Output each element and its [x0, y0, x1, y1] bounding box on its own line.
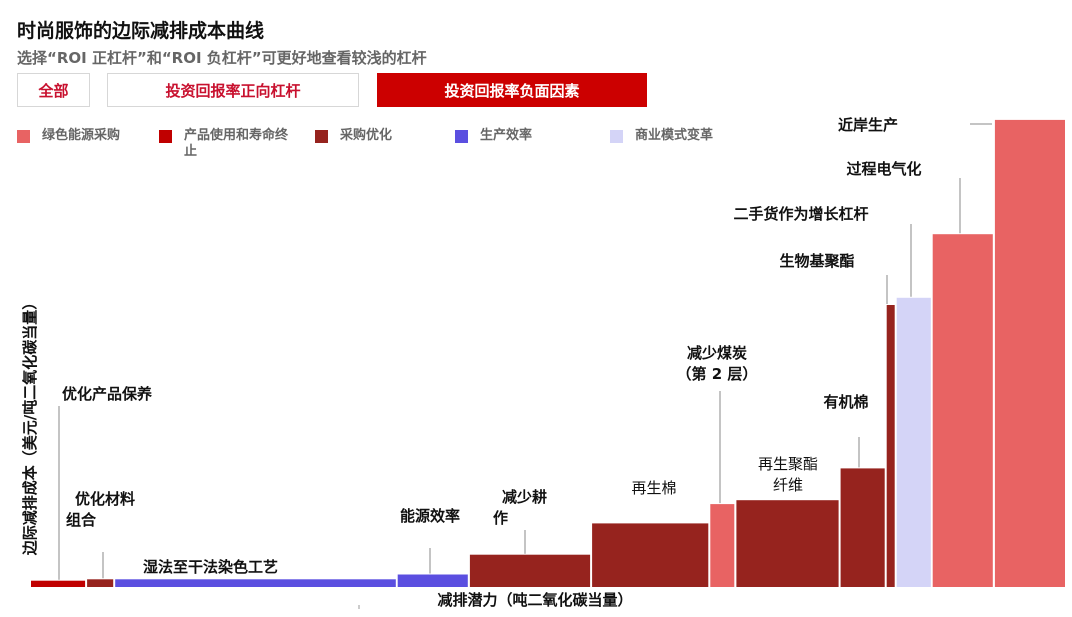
bar-label: 二手货作为增长杠杆 [733, 205, 868, 223]
legend-swatch [455, 130, 468, 143]
bar[interactable] [31, 580, 86, 587]
bar-label: 有机棉 [823, 393, 868, 411]
bar[interactable] [896, 297, 931, 587]
legend-label: 采购优化 [340, 128, 393, 143]
legend-label: 绿色能源采购 [42, 128, 121, 143]
legend-swatch [315, 130, 328, 143]
chart-subtitle: 选择“ROI 正杠杆”和“ROI 负杠杆”可更好地查看较浅的杠杆 [17, 49, 427, 67]
bar[interactable] [886, 305, 895, 587]
bars-group [31, 119, 1065, 588]
legend-item-product-use[interactable]: 产品使用和寿命终止 [159, 128, 299, 160]
bar-label: 生物基聚酯 [779, 252, 854, 270]
bar-label: 近岸生产 [838, 116, 898, 134]
legend-swatch [159, 130, 172, 143]
chart-title: 时尚服饰的边际减排成本曲线 [17, 20, 265, 42]
bar-label: 能源效率 [400, 507, 460, 525]
bar[interactable] [840, 468, 885, 587]
bar[interactable] [932, 234, 993, 587]
legend-label: 生产效率 [480, 128, 533, 143]
legend-swatch [610, 130, 623, 143]
bar-label: 优化产品保养 [62, 385, 153, 403]
bar[interactable] [592, 523, 709, 587]
y-axis-label: 边际减排成本（美元/吨二氧化碳当量） [21, 295, 39, 556]
filter-positive-roi-button[interactable]: 投资回报率正向杠杆 [107, 73, 359, 107]
bar-label: 优化材料组合 [66, 490, 135, 529]
bar-label: 湿法至干法染色工艺 [143, 558, 278, 576]
legend-item-production-efficiency[interactable]: 生产效率 [455, 128, 532, 144]
legend-label: 产品使用和寿命终止 [184, 128, 289, 159]
bar-label: 再生棉 [631, 479, 676, 497]
bar[interactable] [710, 504, 735, 587]
bar-label: 减少煤炭（第 2 层） [677, 344, 758, 383]
filter-negative-roi-button[interactable]: 投资回报率负面因素 [377, 73, 647, 107]
bar[interactable] [397, 574, 468, 588]
legend-item-green-energy[interactable]: 绿色能源采购 [17, 128, 120, 144]
legend-item-business-model[interactable]: 商业模式变革 [610, 128, 713, 144]
bar[interactable] [469, 554, 591, 587]
leader-lines-group [58, 123, 992, 580]
bar[interactable] [994, 119, 1065, 588]
bar-label: 过程电气化 [846, 160, 921, 178]
bar[interactable] [115, 579, 396, 587]
filter-all-button[interactable]: 全部 [17, 73, 90, 107]
bar-label: 减少耕作 [493, 488, 547, 527]
legend-swatch [17, 130, 30, 143]
legend-label: 商业模式变革 [635, 128, 714, 143]
bar[interactable] [736, 500, 839, 587]
x-axis-label: 减排潜力（吨二氧化碳当量） [437, 591, 632, 609]
bar[interactable] [87, 579, 114, 587]
bar-label: 再生聚酯纤维 [758, 455, 818, 494]
legend-item-sourcing[interactable]: 采购优化 [315, 128, 392, 144]
